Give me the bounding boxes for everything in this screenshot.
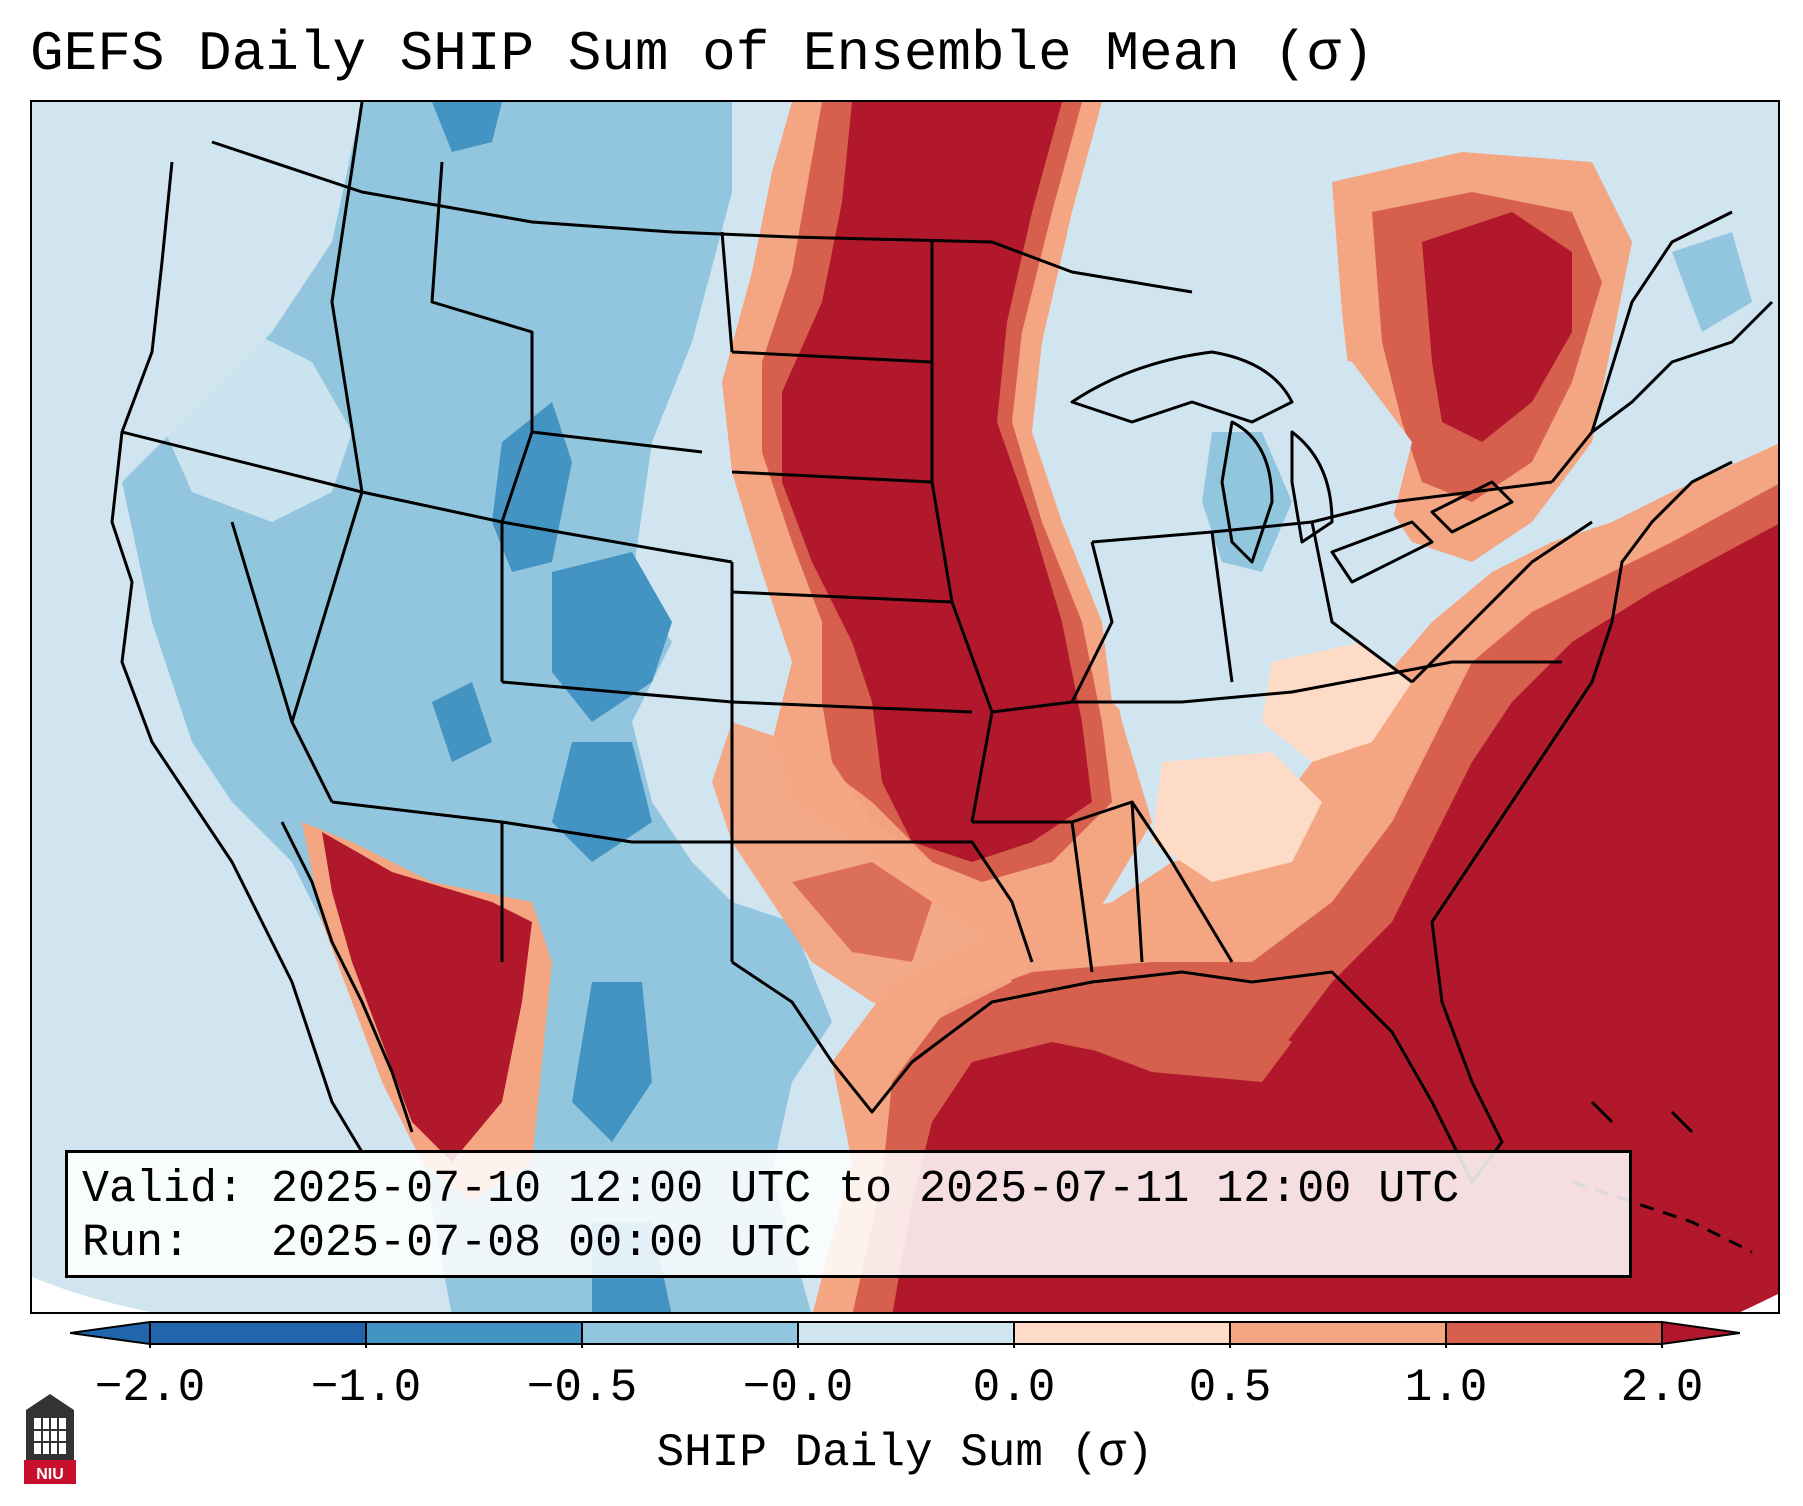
map-panel xyxy=(30,100,1780,1314)
run-value: 2025-07-08 00:00 UTC xyxy=(271,1218,812,1269)
colorbar-label: SHIP Daily Sum (σ) xyxy=(656,1427,1154,1479)
colorbar-tick: 1.0 xyxy=(1404,1362,1488,1414)
niu-logo-icon: NIU xyxy=(24,1394,76,1484)
logo-text: NIU xyxy=(36,1466,64,1483)
colorbar-tick: −0.5 xyxy=(526,1362,638,1414)
anomaly-field xyxy=(32,102,1778,1312)
colorbar xyxy=(70,1320,1740,1348)
run-label: Run: xyxy=(82,1218,191,1269)
valid-label: Valid: xyxy=(82,1164,245,1215)
valid-value: 2025-07-10 12:00 UTC to 2025-07-11 12:00… xyxy=(271,1164,1460,1215)
colorbar-tick: 2.0 xyxy=(1620,1362,1704,1414)
colorbar-tick: −0.0 xyxy=(742,1362,854,1414)
map-title: GEFS Daily SHIP Sum of Ensemble Mean (σ) xyxy=(30,22,1375,86)
colorbar-tick: −1.0 xyxy=(310,1362,422,1414)
colorbar-tick: 0.5 xyxy=(1188,1362,1272,1414)
colorbar-tick: 0.0 xyxy=(972,1362,1056,1414)
valid-run-box: Valid: 2025-07-10 12:00 UTC to 2025-07-1… xyxy=(65,1150,1632,1278)
colorbar-tick: −2.0 xyxy=(94,1362,206,1414)
